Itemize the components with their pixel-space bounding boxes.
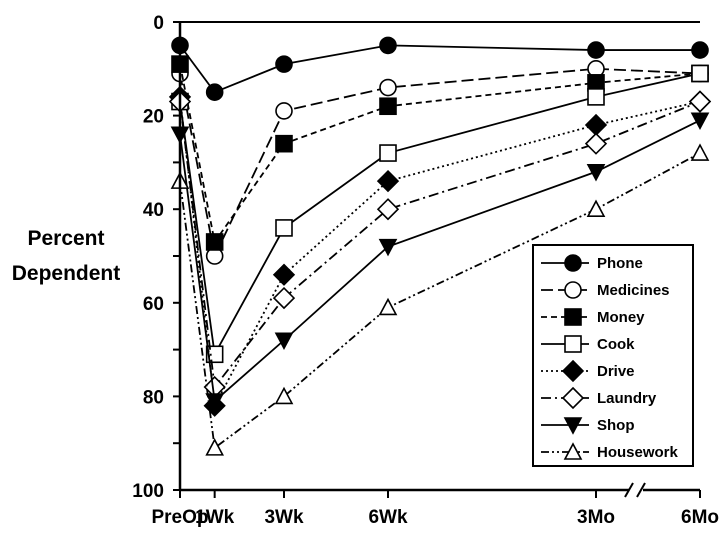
x-tick-label: 3Mo xyxy=(577,507,615,528)
data-point-cook xyxy=(275,219,293,237)
legend-label-housework: Housework xyxy=(597,444,679,461)
legend-marker-drive xyxy=(561,359,585,383)
data-point-cook xyxy=(205,345,224,364)
x-tick-label: PreOp xyxy=(151,507,208,528)
axis-break-mark xyxy=(636,482,646,498)
legend-marker-shop xyxy=(563,417,583,435)
y-axis-label-line2: Dependent xyxy=(12,262,121,285)
data-point-money xyxy=(205,233,224,251)
data-point-shop xyxy=(586,163,606,182)
data-point-phone xyxy=(691,41,709,59)
data-point-medicines xyxy=(379,78,397,97)
data-point-shop xyxy=(274,332,294,350)
legend-marker-phone xyxy=(564,254,582,272)
data-point-drive xyxy=(584,113,608,137)
data-point-housework xyxy=(205,438,225,456)
series-line-medicines xyxy=(179,67,701,259)
data-point-laundry xyxy=(272,286,296,310)
y-axis-label-line1: Percent xyxy=(27,227,104,250)
series-layer xyxy=(168,36,712,456)
y-tick-label: 40 xyxy=(143,200,164,221)
legend-label-phone: Phone xyxy=(597,255,643,272)
data-point-cook xyxy=(379,144,397,162)
data-point-phone xyxy=(587,41,605,59)
data-point-housework xyxy=(586,199,606,217)
data-point-money xyxy=(379,97,397,116)
y-tick-label: 20 xyxy=(143,107,164,128)
series-line-cook xyxy=(179,72,701,358)
data-point-housework xyxy=(274,386,294,405)
legend-label-laundry: Laundry xyxy=(597,390,657,407)
legend-marker-laundry xyxy=(561,386,585,410)
data-point-medicines xyxy=(275,102,293,120)
legend-marker-medicines xyxy=(564,281,582,299)
y-tick-label: 0 xyxy=(153,13,164,34)
data-point-shop xyxy=(205,393,225,411)
x-tick-label: 6Wk xyxy=(368,507,408,528)
data-point-phone xyxy=(205,83,224,101)
legend-box xyxy=(532,244,694,467)
data-point-housework xyxy=(378,297,398,316)
legend-marker-cook xyxy=(564,335,582,353)
data-point-shop xyxy=(378,238,398,257)
legend-label-drive: Drive xyxy=(597,363,635,380)
series-line-housework xyxy=(179,152,701,450)
data-point-drive xyxy=(376,169,400,193)
legend-label-cook: Cook xyxy=(597,336,635,353)
series-medicines xyxy=(171,60,709,265)
axis-break-gap xyxy=(629,486,643,494)
data-point-phone xyxy=(379,36,397,55)
series-line-shop xyxy=(179,119,701,403)
data-point-drive xyxy=(272,263,296,286)
data-point-laundry xyxy=(376,198,400,221)
data-point-money xyxy=(275,134,293,153)
legend-label-money: Money xyxy=(597,309,645,326)
x-tick-label: 6Mo xyxy=(681,507,719,528)
y-tick-label: 60 xyxy=(143,294,164,315)
legend-label-shop: Shop xyxy=(597,417,635,434)
data-point-housework xyxy=(690,143,710,161)
series-line-laundry xyxy=(179,100,701,390)
data-point-phone xyxy=(275,55,293,73)
data-point-laundry xyxy=(584,132,608,155)
y-tick-label: 100 xyxy=(132,481,164,502)
legend-label-medicines: Medicines xyxy=(597,282,670,299)
series-phone xyxy=(171,36,709,101)
series-line-money xyxy=(179,63,701,245)
data-point-cook xyxy=(691,64,709,83)
series-money xyxy=(171,55,709,251)
axis-break-mark xyxy=(624,482,634,498)
series-line-phone xyxy=(179,44,700,94)
data-point-laundry xyxy=(688,90,712,113)
legend: Phone Medicines Money Cook Drive Laundry Shop H… xyxy=(532,244,694,467)
data-point-shop xyxy=(690,112,710,130)
legend-marker-money xyxy=(564,308,582,326)
x-tick-label: 1Wk xyxy=(195,507,235,528)
y-tick-label: 80 xyxy=(143,387,164,408)
legend-marker-housework xyxy=(563,442,583,460)
data-point-cook xyxy=(587,88,605,106)
x-tick-label: 3Wk xyxy=(264,507,304,528)
